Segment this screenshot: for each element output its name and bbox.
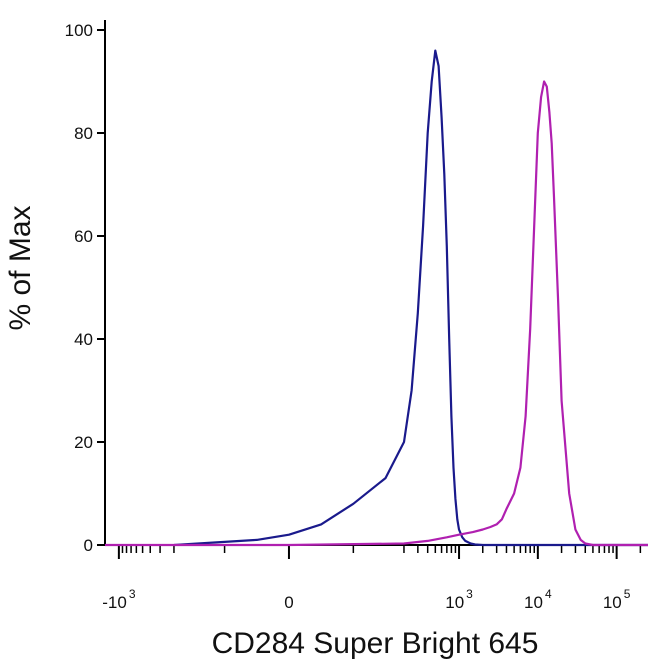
y-tick-label: 20 (74, 433, 93, 452)
x-ticks: -10 3 0 10 3 10 4 10 5 (102, 545, 642, 612)
y-tick-label: 0 (84, 536, 93, 555)
y-tick-label: 60 (74, 227, 93, 246)
y-axis-title: % of Max (4, 205, 37, 330)
y-tick-label: 100 (65, 21, 93, 40)
x-tick-label: 10 4 (524, 587, 552, 612)
x-tick-label: 10 5 (603, 587, 631, 612)
histogram-series-2 (105, 80, 648, 547)
x-axis-title: CD284 Super Bright 645 (212, 627, 539, 660)
y-tick-label: 40 (74, 330, 93, 349)
x-tick-label: -10 3 (102, 587, 136, 612)
y-tick-label: 80 (74, 124, 93, 143)
histogram-series-1 (173, 49, 648, 547)
y-ticks: 0 20 40 60 80 100 (65, 21, 105, 555)
x-tick-label: 0 (284, 593, 293, 612)
x-tick-label: 10 3 (445, 587, 473, 612)
series-layer (105, 49, 648, 547)
